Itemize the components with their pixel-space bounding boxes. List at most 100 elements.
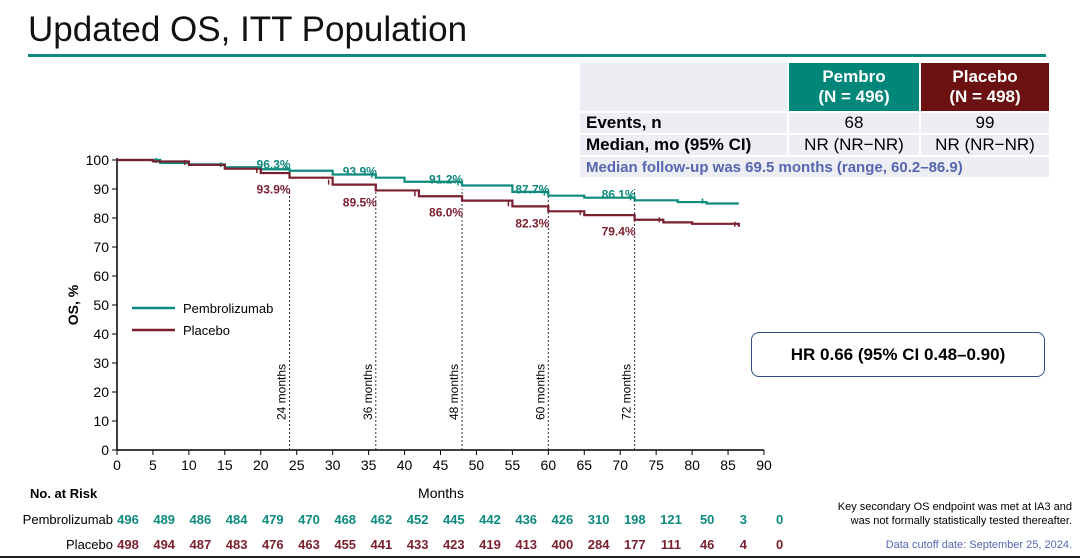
risk-count-pembro: 452 <box>407 512 429 527</box>
x-tick-label: 75 <box>648 457 664 473</box>
x-tick-label: 10 <box>181 457 197 473</box>
x-tick-label: 90 <box>756 457 772 473</box>
legend-label: Placebo <box>183 323 230 338</box>
landmark-label: 48 months <box>447 364 461 420</box>
placebo-header-n: (N = 498) <box>949 87 1021 106</box>
risk-count-placebo: 4 <box>740 537 748 552</box>
risk-count-pembro: 310 <box>588 512 610 527</box>
placebo-landmark-value: 86.0% <box>429 206 463 220</box>
risk-count-placebo: 441 <box>371 537 393 552</box>
risk-count-placebo: 463 <box>298 537 320 552</box>
landmark-label: 36 months <box>361 364 375 420</box>
placebo-header-name: Placebo <box>952 67 1018 86</box>
risk-count-pembro: 462 <box>371 512 393 527</box>
cell: 68 <box>789 113 919 133</box>
y-tick-label: 70 <box>93 239 109 255</box>
series-line-placebo <box>117 158 740 227</box>
x-tick-label: 15 <box>217 457 233 473</box>
title-divider <box>28 54 1046 57</box>
pembro-landmark-value: 87.7% <box>515 183 549 197</box>
summary-table: Pembro (N = 496) Placebo (N = 498) Events,… <box>578 61 1051 179</box>
x-tick-label: 45 <box>433 457 449 473</box>
y-tick-label: 90 <box>93 181 109 197</box>
row-label: Median, mo (95% CI) <box>580 135 787 155</box>
risk-count-pembro: 479 <box>262 512 284 527</box>
table-row: Median, mo (95% CI) NR (NR−NR) NR (NR−NR) <box>580 135 1049 155</box>
risk-count-pembro: 426 <box>552 512 574 527</box>
x-tick-label: 55 <box>505 457 521 473</box>
risk-count-pembro: 198 <box>624 512 646 527</box>
risk-count-placebo: 423 <box>443 537 465 552</box>
pembro-header: Pembro (N = 496) <box>789 63 919 111</box>
x-tick-label: 0 <box>113 457 121 473</box>
risk-count-pembro: 50 <box>700 512 714 527</box>
y-tick-label: 80 <box>93 210 109 226</box>
y-tick-label: 40 <box>93 326 109 342</box>
x-tick-label: 35 <box>361 457 377 473</box>
risk-count-pembro: 484 <box>226 512 248 527</box>
placebo-landmark-value: 79.4% <box>602 225 636 239</box>
y-tick-label: 20 <box>93 384 109 400</box>
y-tick-label: 10 <box>93 413 109 429</box>
x-tick-label: 40 <box>397 457 413 473</box>
x-tick-label: 30 <box>325 457 341 473</box>
risk-count-pembro: 486 <box>190 512 212 527</box>
risk-count-pembro: 470 <box>298 512 320 527</box>
cell: NR (NR−NR) <box>789 135 919 155</box>
risk-count-placebo: 0 <box>776 537 783 552</box>
risk-count-placebo: 433 <box>407 537 429 552</box>
risk-count-placebo: 476 <box>262 537 284 552</box>
risk-count-placebo: 487 <box>190 537 212 552</box>
risk-count-placebo: 483 <box>226 537 248 552</box>
x-tick-label: 85 <box>720 457 736 473</box>
hazard-ratio-box: HR 0.66 (95% CI 0.48–0.90) <box>751 332 1045 377</box>
pembro-landmark-value: 86.1% <box>602 187 636 201</box>
x-tick-label: 60 <box>541 457 557 473</box>
x-tick-label: 20 <box>253 457 269 473</box>
cell: NR (NR−NR) <box>921 135 1049 155</box>
risk-label-pembro: Pembrolizumab <box>23 512 113 527</box>
y-tick-label: 60 <box>93 268 109 284</box>
risk-count-placebo: 498 <box>117 537 139 552</box>
pembro-header-name: Pembro <box>822 67 886 86</box>
risk-count-placebo: 455 <box>334 537 356 552</box>
legend-label: Pembrolizumab <box>183 301 273 316</box>
landmark-label: 60 months <box>533 364 547 420</box>
note-line: Key secondary OS endpoint was met at IA3… <box>837 501 1072 513</box>
bottom-rule <box>0 556 1080 558</box>
y-tick-label: 0 <box>101 442 109 458</box>
y-tick-label: 100 <box>86 152 110 168</box>
risk-count-placebo: 177 <box>624 537 646 552</box>
x-tick-label: 25 <box>289 457 305 473</box>
x-tick-label: 50 <box>469 457 485 473</box>
risk-count-placebo: 284 <box>588 537 610 552</box>
x-tick-label: 5 <box>149 457 157 473</box>
placebo-landmark-value: 82.3% <box>515 216 549 230</box>
risk-count-pembro: 121 <box>660 512 682 527</box>
placebo-landmark-value: 89.5% <box>343 195 377 209</box>
risk-count-placebo: 111 <box>661 537 681 552</box>
x-tick-label: 65 <box>576 457 592 473</box>
risk-count-pembro: 436 <box>515 512 537 527</box>
risk-count-pembro: 0 <box>776 512 783 527</box>
y-axis-label: OS, % <box>65 284 81 325</box>
placebo-landmark-value: 93.9% <box>257 183 291 197</box>
risk-count-pembro: 496 <box>117 512 139 527</box>
risk-count-pembro: 445 <box>443 512 465 527</box>
risk-count-placebo: 400 <box>552 537 574 552</box>
landmark-label: 24 months <box>275 364 289 420</box>
risk-count-placebo: 494 <box>153 537 175 552</box>
table-row: Events, n 68 99 <box>580 113 1049 133</box>
y-tick-label: 30 <box>93 355 109 371</box>
risk-count-placebo: 413 <box>515 537 537 552</box>
risk-count-placebo: 419 <box>479 537 501 552</box>
y-tick-label: 50 <box>93 297 109 313</box>
followup-note: Median follow-up was 69.5 months (range,… <box>580 157 1049 177</box>
page-title: Updated OS, ITT Population <box>28 10 468 49</box>
x-axis-label: Months <box>418 485 464 501</box>
cell: 99 <box>921 113 1049 133</box>
pembro-landmark-value: 91.2% <box>429 173 463 187</box>
placebo-header: Placebo (N = 498) <box>921 63 1049 111</box>
x-tick-label: 80 <box>684 457 700 473</box>
